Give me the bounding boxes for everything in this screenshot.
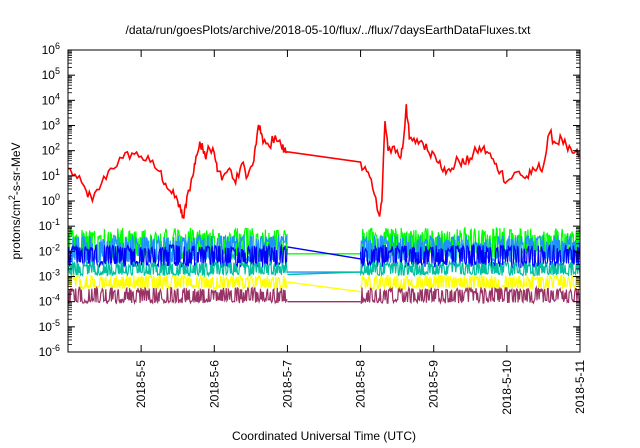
y-tick-label: 102: [42, 142, 60, 158]
x-tick-label: 2018-5-8: [354, 360, 368, 408]
series-band-5-seg-1: [360, 273, 580, 291]
y-axis-title: protons/cm2-s-sr-MeV: [7, 142, 23, 259]
y-tick-label: 106: [42, 41, 60, 57]
y-axis-title-sup: 2: [7, 195, 17, 200]
y-tick-label: 105: [42, 66, 60, 82]
series-layer: [67, 104, 581, 306]
y-axis: 10-6 10-5 10-4 10-3 10-2 10-1 100 101 102 103 104 1…: [39, 41, 580, 359]
series-band-6-seg-0: [67, 285, 288, 306]
series-band-6-seg-1: [360, 285, 581, 305]
y-tick-label: 100: [42, 192, 60, 208]
x-tick-label: 2018-5-7: [280, 360, 294, 408]
x-tick-label: 2018-5-11: [573, 360, 587, 414]
y-tick-label: 10-4: [39, 293, 60, 309]
series-band-3-seg-1: [360, 242, 581, 269]
y-axis-title-suffix: -s-sr-MeV: [9, 142, 23, 195]
y-tick-label: 10-3: [39, 268, 60, 284]
x-tick-label: 2018-5-10: [500, 360, 514, 415]
x-tick-label: 2018-5-5: [134, 360, 148, 408]
series-band-4-seg-0: [67, 260, 288, 278]
x-axis-title: Coordinated Universal Time (UTC): [232, 429, 416, 443]
series-gap-line-5: [287, 281, 361, 293]
chart-title: /data/run/goesPlots/archive/2018-05-10/f…: [126, 23, 532, 37]
series-band-1-seg-0: [67, 227, 288, 262]
y-tick-label: 10-5: [39, 318, 60, 334]
y-tick-label: 101: [42, 167, 60, 183]
y-tick-label: 103: [42, 117, 60, 133]
plot-frame: [67, 49, 581, 353]
y-tick-label: 104: [42, 91, 60, 107]
x-tick-label: 2018-5-9: [427, 360, 441, 408]
series-gap-line-3: [287, 246, 361, 260]
series-band-4-seg-1: [360, 259, 581, 278]
series-line-0: [67, 104, 581, 219]
y-axis-title-prefix: protons/cm: [9, 200, 23, 259]
series-band-5-seg-0: [67, 273, 288, 292]
y-tick-label: 10-2: [39, 242, 60, 258]
x-tick-label: 2018-5-6: [207, 360, 221, 408]
series-gap-line-4: [287, 271, 361, 276]
x-axis: 2018-5-5 2018-5-6 2018-5-7 2018-5-8 2018-5-9…: [134, 50, 587, 415]
y-tick-label: 10-6: [39, 343, 60, 359]
y-tick-label: 10-1: [39, 217, 60, 233]
